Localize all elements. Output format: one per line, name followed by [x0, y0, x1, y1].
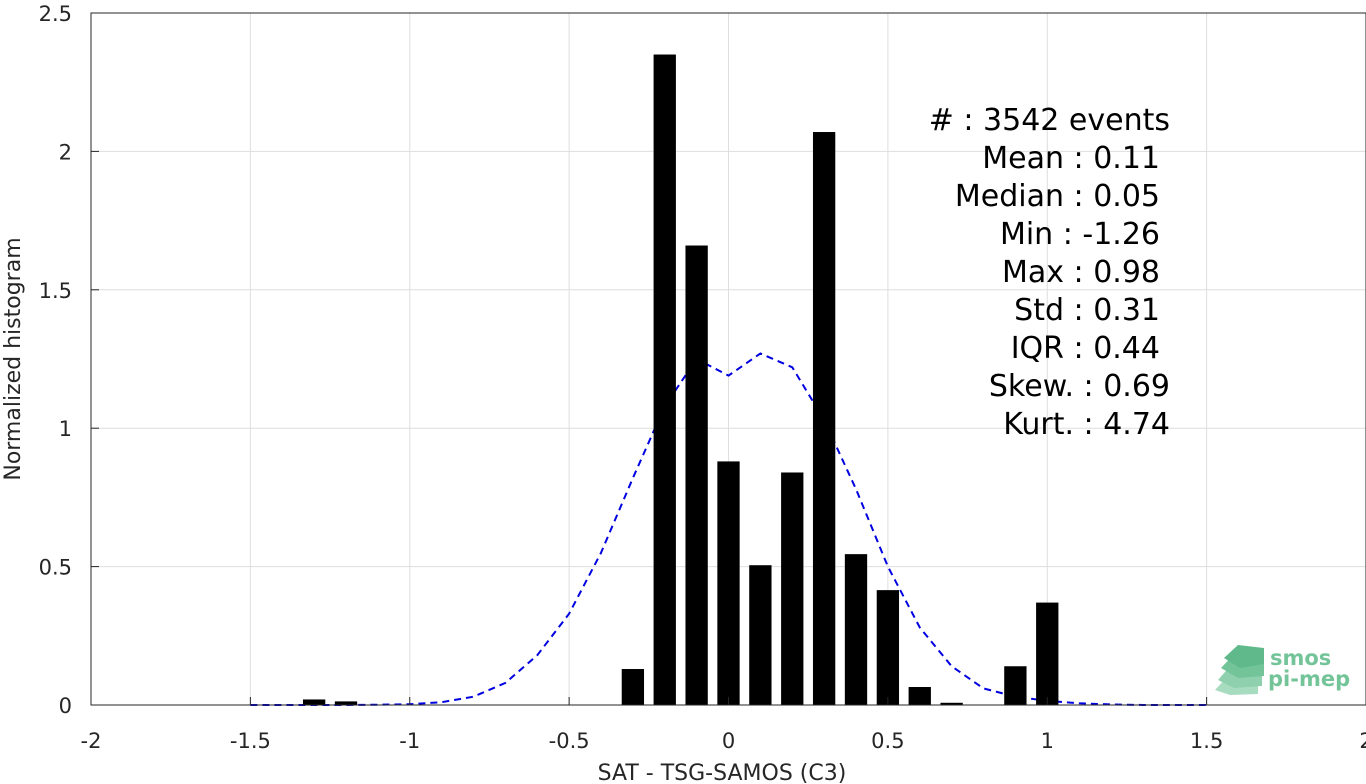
y-axis-label: Normalized histogram — [1, 237, 26, 480]
stat-line: Min : -1.26 — [1000, 217, 1160, 252]
stat-line: Skew. : 0.69 — [989, 369, 1170, 404]
stat-line: Median : 0.05 — [955, 179, 1160, 214]
smos-pi-mep-logo: smos pi-mep — [1215, 645, 1350, 695]
histogram-bar — [781, 472, 804, 705]
bars-group — [302, 54, 1059, 706]
histogram-bar — [685, 245, 708, 705]
histogram-bar — [940, 702, 963, 705]
stat-line: Std : 0.31 — [1014, 293, 1160, 328]
histogram-bar — [844, 554, 868, 705]
x-tick-label: -1 — [399, 729, 420, 753]
stat-line: # : 3542 events — [929, 103, 1170, 138]
histogram-bar — [1036, 602, 1059, 705]
y-tick-label: 1.5 — [39, 279, 72, 303]
x-tick-label: 2 — [1359, 729, 1366, 753]
stat-line: Kurt. : 4.74 — [1003, 407, 1170, 442]
logo-mark-icon — [1215, 645, 1264, 695]
x-tick-labels: -2 -1.5 -1 -0.5 0 0.5 1 1.5 2 — [81, 697, 1366, 753]
y-tick-label: 0.5 — [39, 556, 72, 580]
stat-line: Mean : 0.11 — [982, 141, 1160, 176]
histogram-bar — [302, 699, 326, 705]
histogram-bar — [1004, 666, 1027, 705]
x-tick-label: 1.5 — [1190, 729, 1223, 753]
histogram-bar — [621, 669, 645, 705]
stat-line: IQR : 0.44 — [1011, 331, 1160, 366]
logo-text-pi-mep: pi-mep — [1268, 667, 1350, 691]
y-tick-label: 2 — [59, 140, 72, 164]
stat-line: Max : 0.98 — [1002, 255, 1160, 290]
x-tick-label: 0 — [722, 729, 735, 753]
logo-text-smos: smos — [1270, 646, 1331, 670]
histogram-bar — [717, 461, 740, 705]
x-tick-label: 1 — [1041, 729, 1054, 753]
y-tick-label: 2.5 — [39, 2, 72, 26]
histogram-bar — [812, 132, 836, 706]
y-tick-label: 1 — [59, 417, 72, 441]
x-tick-label: -2 — [81, 729, 102, 753]
histogram-bar — [653, 54, 676, 705]
y-tick-labels: 0 0.5 1 1.5 2 2.5 — [39, 2, 99, 718]
x-axis-label: SAT - TSG-SAMOS (C3) — [598, 761, 847, 784]
histogram-bar — [749, 565, 772, 705]
x-tick-label: -0.5 — [549, 729, 590, 753]
histogram-bar — [908, 687, 931, 705]
histogram-bar — [876, 590, 900, 705]
y-tick-label: 0 — [59, 694, 72, 718]
x-tick-label: -1.5 — [230, 729, 271, 753]
histogram-bar — [334, 701, 358, 705]
x-tick-label: 0.5 — [871, 729, 904, 753]
